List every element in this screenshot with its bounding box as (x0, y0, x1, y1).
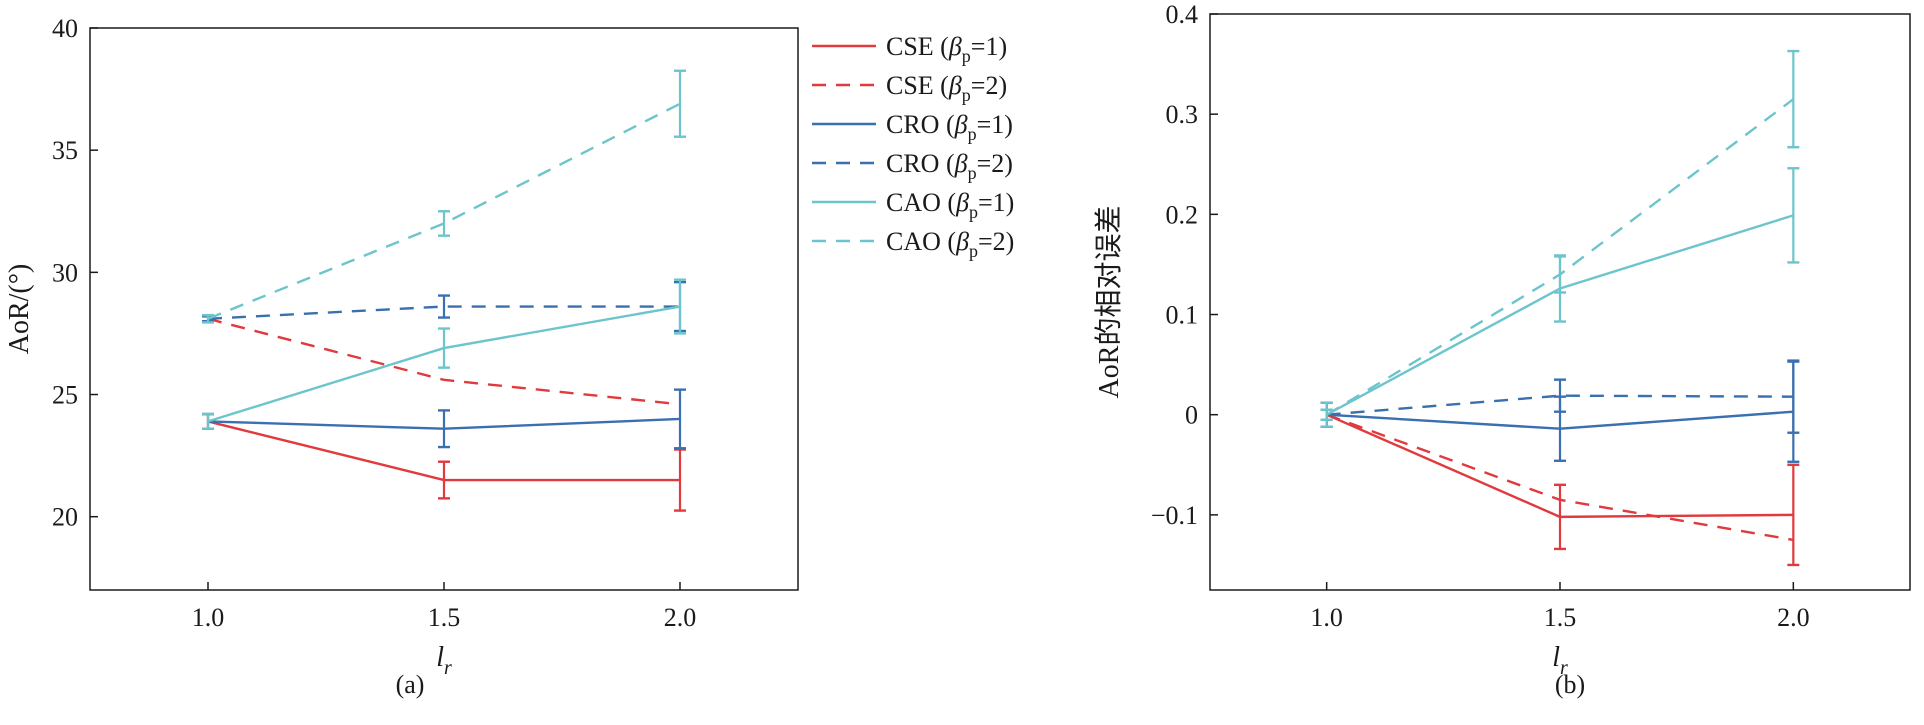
error-bar-cao2 (438, 210, 450, 237)
error-bar-cse1 (1787, 463, 1800, 567)
y-tick-label: 40 (52, 14, 78, 43)
y-axis-label: AoR的相对误差 (1093, 206, 1125, 399)
y-tick-label: 30 (52, 258, 78, 287)
x-axis-label: lr (436, 642, 452, 679)
error-bar-cro2 (438, 294, 450, 319)
error-bar-cao2 (1320, 408, 1333, 421)
series-line-cro2 (1326, 394, 1794, 416)
error-bar-cao1 (438, 327, 450, 369)
legend-label: CSE (βp=1) (886, 32, 1007, 66)
subtitle-b: (b) (1554, 670, 1586, 699)
x-tick-label: 1.0 (192, 603, 225, 632)
error-bar-cao1 (202, 412, 214, 430)
series-line-cse2 (207, 317, 681, 406)
error-bar-cao1 (1787, 167, 1800, 264)
chart-panel-b: −0.1 0 0.1 0.2 0.3 0.4 1.0 1.5 2.0 lr AoR的相对误差 (1093, 0, 1911, 679)
legend-item-cao2: CAO (βp=2) (812, 227, 1014, 261)
legend-item-cse2: CSE (βp=2) (812, 71, 1007, 105)
x-tick-label: 1.0 (1310, 603, 1343, 632)
legend-item-cao1: CAO (βp=1) (812, 188, 1014, 222)
error-bar-cro1 (674, 388, 686, 450)
series-cao1 (202, 278, 686, 430)
error-bar-cro2 (1787, 359, 1800, 434)
legend-label: CAO (βp=1) (886, 188, 1014, 222)
legend: CSE (βp=1) CSE (βp=2) CRO (βp=1) CRO (βp=2)… (812, 32, 1014, 261)
error-bar-cse1 (674, 448, 686, 512)
series-line-cao2 (207, 102, 681, 320)
series-cao2 (202, 69, 686, 324)
series-cse2 (1326, 413, 1794, 542)
y-tick-label: 0.4 (1166, 0, 1199, 29)
x-tick-label: 2.0 (664, 603, 697, 632)
subtitle-a: (a) (395, 670, 425, 699)
x-tick-label: 2.0 (1777, 603, 1810, 632)
series-cro2 (202, 280, 686, 333)
x-axis-label: lr (1552, 642, 1568, 679)
series-line-cse2 (1326, 413, 1794, 542)
x-tick-label: 1.5 (428, 603, 461, 632)
legend-label: CRO (βp=2) (886, 149, 1013, 183)
error-bar-cao2 (1554, 255, 1566, 294)
x-tick-label: 1.5 (1544, 603, 1577, 632)
chart-panel-a: 20 25 30 35 40 1.0 1.5 2.0 lr AoR/(°) (4, 14, 799, 679)
error-bar-cao2 (674, 69, 686, 138)
y-tick-label: 25 (52, 381, 78, 410)
legend-item-cro2: CRO (βp=2) (812, 149, 1013, 183)
series-cse2 (207, 317, 681, 406)
y-tick-label: 0.3 (1166, 100, 1199, 129)
legend-item-cro1: CRO (βp=1) (812, 110, 1013, 144)
error-bar-cao1 (674, 278, 686, 335)
error-bar-cao2 (1787, 49, 1800, 149)
legend-label: CRO (βp=1) (886, 110, 1013, 144)
series-cao2 (1320, 49, 1800, 421)
error-bar-cro1 (438, 409, 450, 449)
y-tick-label: 0.2 (1166, 200, 1199, 229)
y-tick-label: 0 (1185, 401, 1198, 430)
error-bar-cse1 (1554, 483, 1566, 551)
series-line-cro2 (207, 305, 680, 320)
y-axis-label: AoR/(°) (4, 264, 35, 355)
legend-label: CAO (βp=2) (886, 227, 1014, 261)
y-tick-label: −0.1 (1151, 501, 1198, 530)
y-tick-label: 20 (52, 503, 78, 532)
error-bar-cao2 (202, 313, 214, 324)
y-tick-label: 35 (52, 136, 78, 165)
error-bar-cse1 (438, 460, 450, 500)
error-bar-cro2 (1554, 378, 1566, 413)
y-tick-label: 0.1 (1166, 301, 1199, 330)
legend-label: CSE (βp=2) (886, 71, 1007, 105)
legend-item-cse1: CSE (βp=1) (812, 32, 1007, 66)
